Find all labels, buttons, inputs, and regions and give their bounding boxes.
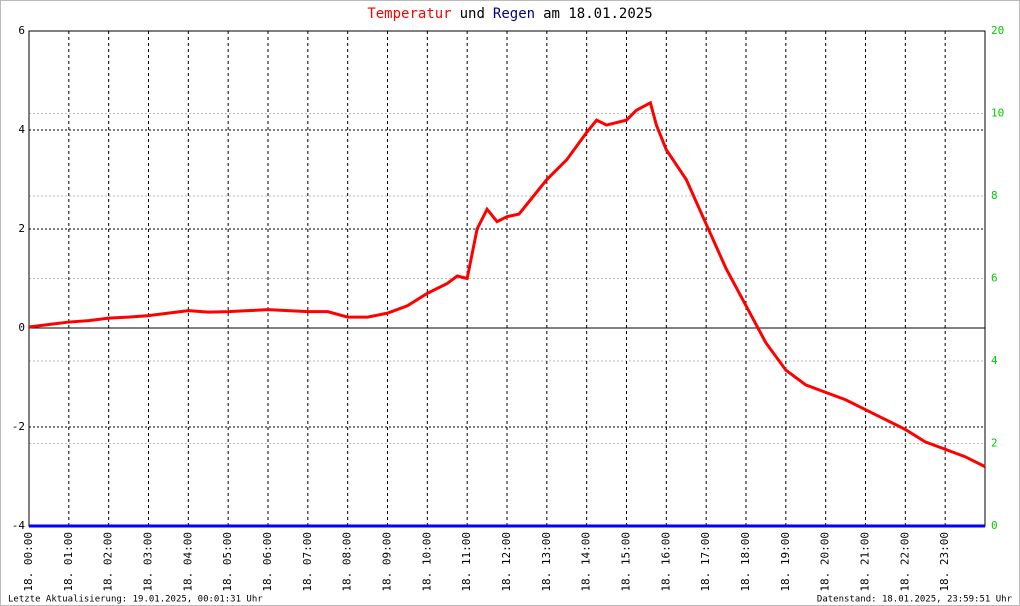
x-tick-label: 18. 14:00 [580,532,593,592]
title-part: am 18.01.2025 [543,6,653,22]
x-tick-label: 18. 15:00 [620,532,633,592]
x-tick-label: 18. 13:00 [540,532,553,592]
y2-top-label: 20 [991,24,1004,37]
x-tick-label: 18. 00:00 [22,532,35,592]
x-tick-label: 18. 22:00 [898,532,911,592]
x-tick-label: 18. 11:00 [460,532,473,592]
y-tick-label: 4 [18,123,25,136]
x-tick-label: 18. 04:00 [181,532,194,592]
x-tick-label: 18. 08:00 [341,532,354,592]
y-tick-label: 2 [18,222,25,235]
x-tick-label: 18. 09:00 [381,532,394,592]
x-tick-label: 18. 10:00 [420,532,433,592]
y2-tick-label: 10 [991,107,1004,120]
x-tick-label: 18. 16:00 [659,532,672,592]
title-part: Regen [493,6,535,22]
y2-tick-label: 8 [991,189,998,202]
y2-tick-label: 0 [991,519,998,532]
x-tick-label: 18. 20:00 [819,532,832,592]
x-tick-label: 18. 03:00 [142,532,155,592]
x-tick-label: 18. 17:00 [699,532,712,592]
x-tick-label: 18. 06:00 [261,532,274,592]
x-tick-label: 18. 23:00 [938,532,951,592]
x-tick-label: 18. 12:00 [500,532,513,592]
x-tick-label: 18. 21:00 [859,532,872,592]
y-tick-label: 0 [18,321,25,334]
footer-right: Datenstand: 18.01.2025, 23:59:51 Uhr [817,595,1013,605]
title-part: Temperatur [367,6,451,22]
y2-tick-label: 6 [991,272,998,285]
x-tick-label: 18. 01:00 [62,532,75,592]
x-tick-label: 18. 05:00 [221,532,234,592]
x-tick-label: 18. 19:00 [779,532,792,592]
series-line [28,100,986,468]
y-tick-label: -2 [12,420,25,433]
y2-tick-label: 2 [991,437,998,450]
x-tick-label: 18. 18:00 [739,532,752,592]
x-tick-label: 18. 07:00 [301,532,314,592]
title-part: und [460,6,485,22]
footer-left: Letzte Aktualisierung: 19.01.2025, 00:01… [8,595,263,605]
chart-title: Temperatur und Regen am 18.01.2025 [367,6,652,22]
x-tick-label: 18. 02:00 [102,532,115,592]
y-tick-label: 6 [18,24,25,37]
y-tick-label: -4 [12,519,26,532]
y2-tick-label: 4 [991,354,998,367]
